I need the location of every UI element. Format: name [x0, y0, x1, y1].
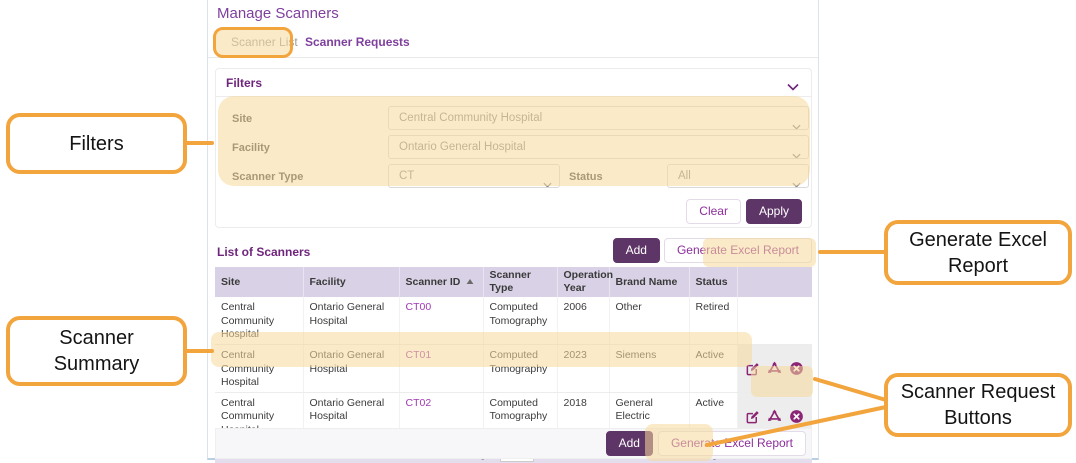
tab-scanner-list[interactable]: Scanner List: [231, 35, 298, 49]
scanner-id-link[interactable]: CT00: [405, 301, 432, 313]
cell-scanner-type: Computed Tomography: [483, 344, 558, 393]
facility-label: Facility: [232, 142, 270, 154]
column-header-facility[interactable]: Facility: [303, 267, 400, 297]
site-label: Site: [232, 113, 253, 125]
recycle-icon[interactable]: [767, 361, 782, 376]
chevron-down-icon: [792, 174, 801, 187]
scanner-type-select-value: CT: [399, 170, 415, 182]
cell-brand-name: Other: [609, 297, 690, 345]
column-header-site[interactable]: Site: [215, 267, 304, 297]
column-header-scanner-type[interactable]: Scanner Type: [483, 267, 558, 297]
manage-scanners-app: Manage Scanners Scanner List Scanner Req…: [207, 0, 819, 463]
list-footer: Add Generate Excel Report: [215, 428, 812, 459]
column-header-brand-name[interactable]: Brand Name: [609, 267, 690, 297]
list-title: List of Scanners: [217, 245, 311, 259]
cell-scanner-id: CT00: [399, 297, 484, 345]
chevron-down-icon: [792, 145, 801, 158]
filter-actions: Clear Apply: [686, 199, 802, 224]
add-scanner-button[interactable]: Add: [612, 238, 660, 263]
annotation-callout-generate-excel-report: Generate Excel Report: [884, 220, 1072, 285]
cell-site: Central Community Hospital: [215, 297, 304, 345]
chevron-down-icon: [792, 116, 801, 129]
chevron-down-icon: [543, 174, 552, 187]
filters-title: Filters: [226, 76, 263, 90]
status-select-value: All: [678, 170, 691, 182]
filters-header: Filters: [216, 69, 811, 97]
tab-bar: Scanner List Scanner Requests: [208, 27, 818, 58]
status-label: Status: [569, 171, 603, 183]
cell-status: Retired: [689, 297, 738, 345]
cell-operation-year: 2006: [557, 297, 610, 345]
filters-panel: Filters Site Central Community Hospital …: [215, 68, 812, 228]
status-select[interactable]: All: [667, 164, 809, 188]
recycle-icon[interactable]: [767, 409, 782, 424]
cell-scanner-id: CT01: [399, 344, 484, 393]
scanner-type-select[interactable]: CT: [388, 164, 560, 188]
generate-excel-report-button-footer[interactable]: Generate Excel Report: [657, 431, 806, 456]
scanners-table: Site Facility Scanner ID Scanner Type Op…: [215, 267, 812, 441]
column-header-status[interactable]: Status: [689, 267, 738, 297]
cell-scanner-type: Computed Tomography: [483, 297, 558, 345]
add-scanner-button-footer[interactable]: Add: [605, 431, 653, 456]
cell-brand-name: Siemens: [609, 344, 690, 393]
table-row: Central Community Hospital Ontario Gener…: [215, 344, 812, 393]
column-header-actions: [737, 267, 812, 297]
cancel-icon[interactable]: [789, 409, 804, 424]
site-select[interactable]: Central Community Hospital: [388, 106, 809, 130]
cell-actions: [737, 297, 812, 345]
edit-icon[interactable]: [745, 409, 760, 424]
cell-status: Active: [689, 344, 738, 393]
cell-operation-year: 2023: [557, 344, 610, 393]
cell-site: Central Community Hospital: [215, 344, 304, 393]
tab-scanner-requests[interactable]: Scanner Requests: [305, 35, 410, 49]
list-header: List of Scanners Add Generate Excel Repo…: [215, 236, 812, 267]
table-row: Central Community Hospital Ontario Gener…: [215, 297, 812, 345]
site-select-value: Central Community Hospital: [399, 112, 543, 124]
facility-select-value: Ontario General Hospital: [399, 141, 526, 153]
cell-facility: Ontario General Hospital: [303, 344, 400, 393]
scanner-type-label: Scanner Type: [232, 171, 304, 183]
table-header-row: Site Facility Scanner ID Scanner Type Op…: [215, 267, 812, 297]
cell-actions: [737, 344, 812, 393]
cell-facility: Ontario General Hospital: [303, 297, 400, 345]
facility-select[interactable]: Ontario General Hospital: [388, 135, 809, 159]
collapse-chevron-icon[interactable]: [787, 78, 799, 96]
cancel-icon[interactable]: [789, 361, 804, 376]
column-header-operation-year[interactable]: Operation Year: [557, 267, 613, 297]
column-header-scanner-id[interactable]: Scanner ID: [399, 267, 484, 297]
scanner-id-link[interactable]: CT01: [405, 348, 432, 361]
annotation-callout-scanner-request-buttons: Scanner Request Buttons: [884, 373, 1072, 437]
annotation-callout-scanner-summary: Scanner Summary: [6, 316, 187, 386]
page-title: Manage Scanners: [217, 5, 339, 22]
generate-excel-report-button[interactable]: Generate Excel Report: [663, 238, 812, 263]
edit-icon[interactable]: [745, 361, 760, 376]
annotation-callout-filters: Filters: [6, 113, 187, 174]
apply-button[interactable]: Apply: [745, 199, 802, 224]
scanner-id-link[interactable]: CT02: [405, 396, 432, 409]
clear-button[interactable]: Clear: [686, 199, 741, 224]
sort-ascending-icon: [466, 276, 474, 289]
